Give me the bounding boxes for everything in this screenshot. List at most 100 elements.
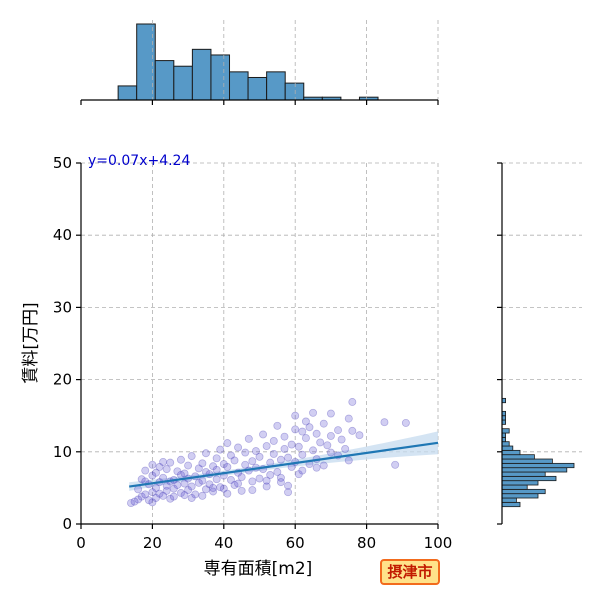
data-point <box>309 408 317 417</box>
y-tick-label: 20 <box>53 371 72 389</box>
data-point <box>326 409 335 418</box>
data-point <box>223 463 232 471</box>
data-point <box>180 491 189 500</box>
main-tick-labels: 0 20 40 60 80 100 0 10 20 30 40 50 <box>53 154 452 552</box>
data-point <box>312 429 321 438</box>
data-point <box>341 444 350 453</box>
data-point <box>148 498 157 507</box>
data-point <box>148 460 157 469</box>
data-point <box>166 494 175 503</box>
data-point <box>173 481 182 489</box>
x-hist-bar <box>117 85 138 101</box>
x-hist-bar <box>247 76 268 101</box>
y-tick-label: 0 <box>62 515 72 533</box>
y-hist-bar <box>501 475 557 482</box>
x-tick-label: 60 <box>286 534 305 552</box>
data-point <box>169 492 178 501</box>
data-point <box>173 467 182 476</box>
y-hist-bar <box>501 441 510 447</box>
data-point <box>223 489 232 498</box>
data-point <box>348 426 357 435</box>
data-point <box>305 423 314 432</box>
data-point <box>209 462 218 471</box>
data-point <box>177 489 185 497</box>
data-point <box>259 430 268 439</box>
data-point <box>230 456 239 465</box>
y-hist-bar <box>501 454 535 460</box>
data-point <box>212 465 221 474</box>
x-hist-bar <box>284 82 305 101</box>
data-point <box>187 494 196 502</box>
main-axes <box>80 163 438 525</box>
data-point <box>262 482 271 491</box>
data-point <box>298 466 307 475</box>
x-hist-bar <box>191 48 212 101</box>
data-point <box>205 480 214 489</box>
data-point <box>201 449 210 458</box>
data-point <box>298 427 307 436</box>
x-hist-bar <box>229 71 249 101</box>
data-point <box>280 432 289 441</box>
data-point <box>137 475 146 484</box>
data-point <box>326 431 335 440</box>
data-point <box>194 464 203 473</box>
y-hist-bar <box>501 484 528 490</box>
y-hist-bar <box>501 445 514 451</box>
x-hist-bar <box>210 54 231 101</box>
data-point <box>380 418 389 427</box>
regression-line-path <box>129 441 439 488</box>
data-point <box>219 460 228 469</box>
data-point <box>241 448 250 457</box>
data-point <box>212 454 221 463</box>
y-hist-bar <box>501 480 539 486</box>
y-hist-bar <box>501 467 568 473</box>
data-point <box>194 478 203 487</box>
data-point <box>226 476 235 484</box>
data-point <box>184 461 193 470</box>
y-tick-label: 10 <box>53 443 72 461</box>
data-point <box>127 499 135 508</box>
data-point <box>276 473 285 482</box>
data-point <box>262 442 271 450</box>
y-hist-bar <box>501 458 553 464</box>
data-point <box>148 471 157 480</box>
data-point <box>319 419 328 428</box>
data-point <box>269 437 278 445</box>
data-point <box>162 486 171 495</box>
y-axis-title: 賃料[万円] <box>21 302 41 383</box>
y-hist-bar <box>501 497 517 503</box>
data-point <box>355 431 364 440</box>
data-point <box>223 439 232 448</box>
data-point <box>348 398 357 406</box>
data-point <box>209 487 218 496</box>
x-tick-label: 40 <box>214 534 233 552</box>
data-point <box>226 451 235 460</box>
data-point <box>291 411 300 420</box>
y-hist-bar <box>501 488 546 495</box>
city-badge: 摂津市 <box>380 559 440 585</box>
data-point <box>177 455 185 464</box>
data-point <box>344 414 353 423</box>
data-point <box>166 458 175 467</box>
regression-line <box>129 441 439 488</box>
data-point <box>155 489 164 498</box>
y-tick-label: 30 <box>53 298 72 316</box>
data-point <box>287 440 296 449</box>
data-point <box>134 495 143 504</box>
data-point <box>169 484 178 493</box>
data-point <box>159 491 168 500</box>
data-point <box>162 465 171 474</box>
data-point <box>216 445 225 454</box>
y-marginal-histogram <box>497 162 582 525</box>
data-point <box>144 496 153 505</box>
data-point <box>284 488 293 497</box>
data-point <box>155 463 164 471</box>
data-point <box>201 485 210 494</box>
data-point <box>273 421 282 430</box>
data-point <box>234 479 243 488</box>
data-point <box>180 469 189 478</box>
data-point <box>216 483 225 492</box>
data-point <box>209 483 218 492</box>
regression-equation-label: y=0.07x+4.24 <box>88 153 190 169</box>
data-point <box>241 460 250 469</box>
